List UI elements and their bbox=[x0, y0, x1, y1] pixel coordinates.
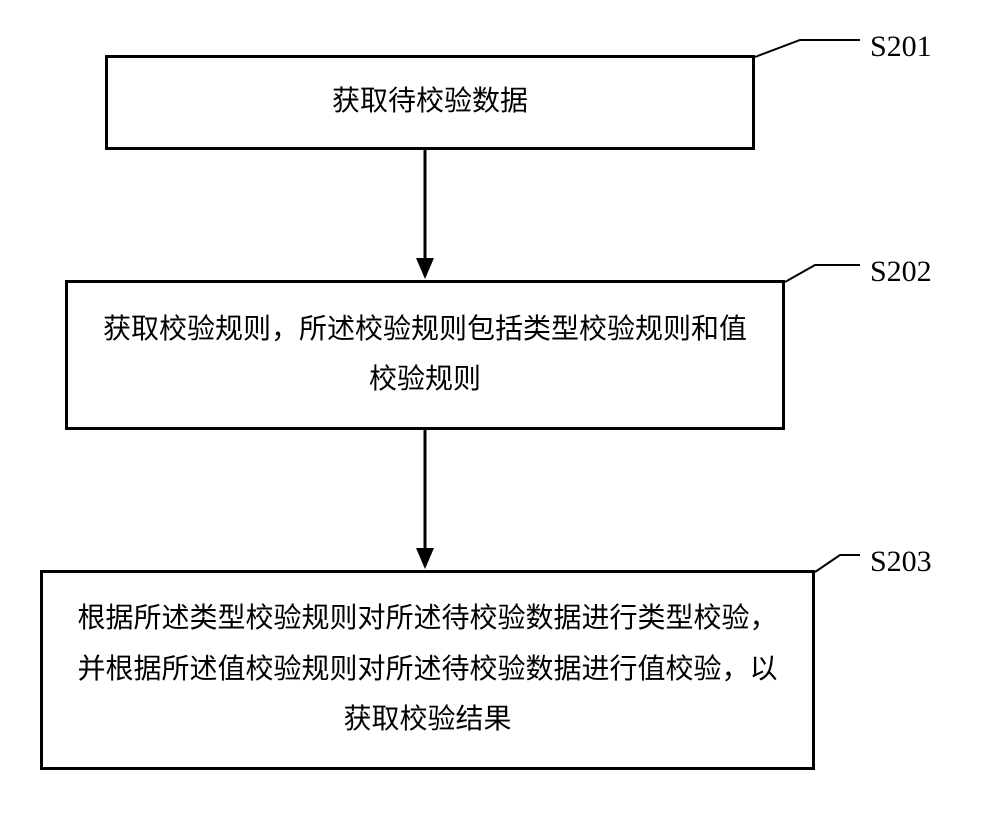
callout-line-n1 bbox=[755, 40, 860, 57]
callout-line-n2 bbox=[785, 265, 860, 282]
callout-line-n3 bbox=[815, 555, 860, 572]
flow-node-n1: 获取待校验数据 bbox=[105, 55, 755, 150]
flow-node-label-n3: S203 bbox=[870, 545, 932, 579]
flow-node-label-n1: S201 bbox=[870, 30, 932, 64]
flowchart-canvas: 获取待校验数据 S201 获取校验规则，所述校验规则包括类型校验规则和值校验规则 S2… bbox=[0, 0, 1000, 835]
flow-node-n2: 获取校验规则，所述校验规则包括类型校验规则和值校验规则 bbox=[65, 280, 785, 430]
flow-node-text: 获取校验规则，所述校验规则包括类型校验规则和值校验规则 bbox=[92, 305, 758, 406]
flow-node-label-n2: S202 bbox=[870, 255, 932, 289]
flow-node-text: 获取待校验数据 bbox=[332, 77, 528, 127]
flow-node-text: 根据所述类型校验规则对所述待校验数据进行类型校验，并根据所述值校验规则对所述待校… bbox=[67, 594, 788, 745]
flow-node-n3: 根据所述类型校验规则对所述待校验数据进行类型校验，并根据所述值校验规则对所述待校… bbox=[40, 570, 815, 770]
